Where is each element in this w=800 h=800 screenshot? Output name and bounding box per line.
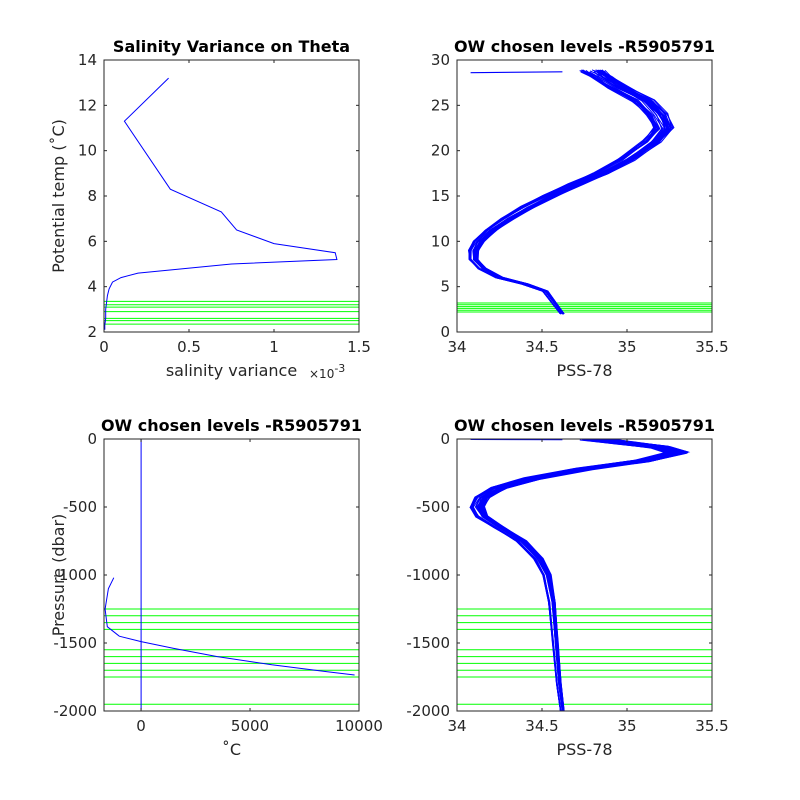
x-axis-label: ˚C <box>222 740 241 759</box>
x-tick-label: 10000 <box>335 717 383 735</box>
series-line <box>476 69 672 315</box>
y-tick-label: 20 <box>431 142 450 160</box>
series-line <box>472 439 674 711</box>
x-axis-label: PSS-78 <box>556 361 612 380</box>
y-tick-label: 30 <box>431 51 450 69</box>
plot-area <box>104 439 359 710</box>
y-tick-label: -1500 <box>53 634 97 652</box>
x-tick-label: 34 <box>447 717 466 735</box>
y-axis-label: Pressure (dbar) <box>49 514 68 637</box>
x-tick-label: 0.5 <box>177 338 201 356</box>
plot-area <box>104 77 359 330</box>
series-line <box>481 439 691 711</box>
series-line <box>104 77 338 330</box>
y-tick-label: 14 <box>78 51 97 69</box>
y-tick-label: 8 <box>87 187 97 205</box>
x-tick-label: 34 <box>447 338 466 356</box>
y-tick-label: -2000 <box>406 702 450 720</box>
plot-area <box>457 69 712 315</box>
x-axis-label: PSS-78 <box>556 740 612 759</box>
y-tick-label: 0 <box>440 323 450 341</box>
x-tick-label: 34.5 <box>525 717 558 735</box>
chart-panel-4: 34 34.5 35 35.5 -2000 -1500 -1000 -500 0OW chose… <box>406 416 728 759</box>
y-tick-label: -500 <box>63 498 97 516</box>
series-line <box>474 439 677 711</box>
series-line <box>483 439 690 711</box>
x-tick-label: 35.5 <box>695 338 728 356</box>
x-tick-label: 34.5 <box>525 338 558 356</box>
x-tick-label: 0 <box>136 717 146 735</box>
x-tick-label: 0 <box>99 338 109 356</box>
axes-box <box>456 59 713 333</box>
y-tick-label: 0 <box>87 430 97 448</box>
x-tick-label: 5000 <box>231 717 269 735</box>
y-tick-label: -1000 <box>406 566 450 584</box>
chart-title: Salinity Variance on Theta <box>113 37 350 56</box>
chart-title: OW chosen levels -R5905791 <box>454 37 715 56</box>
chart-title: OW chosen levels -R5905791 <box>454 416 715 435</box>
y-tick-label: 6 <box>87 232 97 250</box>
y-tick-label: -1000 <box>53 566 97 584</box>
x-tick-label: 35 <box>617 717 636 735</box>
y-tick-label: 10 <box>78 142 97 160</box>
y-tick-label: 4 <box>87 278 97 296</box>
axes-box <box>103 59 360 333</box>
y-tick-label: -2000 <box>53 702 97 720</box>
series-line <box>104 577 355 676</box>
y-tick-label: -500 <box>416 498 450 516</box>
series-line <box>472 70 664 315</box>
x-axis-label: salinity variance <box>166 361 297 380</box>
y-tick-label: 15 <box>431 187 450 205</box>
plot-area <box>457 439 712 711</box>
y-axis-label: Potential temp (˚C) <box>49 119 68 273</box>
x-tick-label: 1.5 <box>347 338 371 356</box>
y-tick-label: 5 <box>440 278 450 296</box>
x-tick-label: 35 <box>617 338 636 356</box>
y-tick-label: 2 <box>87 323 97 341</box>
y-tick-label: 0 <box>440 430 450 448</box>
x-tick-label: 35.5 <box>695 717 728 735</box>
y-tick-label: -1500 <box>406 634 450 652</box>
chart-title: OW chosen levels -R5905791 <box>101 416 362 435</box>
series-line <box>469 71 661 315</box>
x-tick-label: 1 <box>269 338 279 356</box>
x-axis-multiplier: ×10-3 <box>309 362 345 381</box>
y-tick-label: 25 <box>431 96 450 114</box>
chart-panel-1: 0 0.5 1 1.5 2 4 6 8 10 12 14 Salinity Variance on T… <box>49 37 371 381</box>
outlier-profile-line <box>470 71 563 74</box>
y-tick-label: 10 <box>431 232 450 250</box>
y-tick-label: 12 <box>78 96 97 114</box>
